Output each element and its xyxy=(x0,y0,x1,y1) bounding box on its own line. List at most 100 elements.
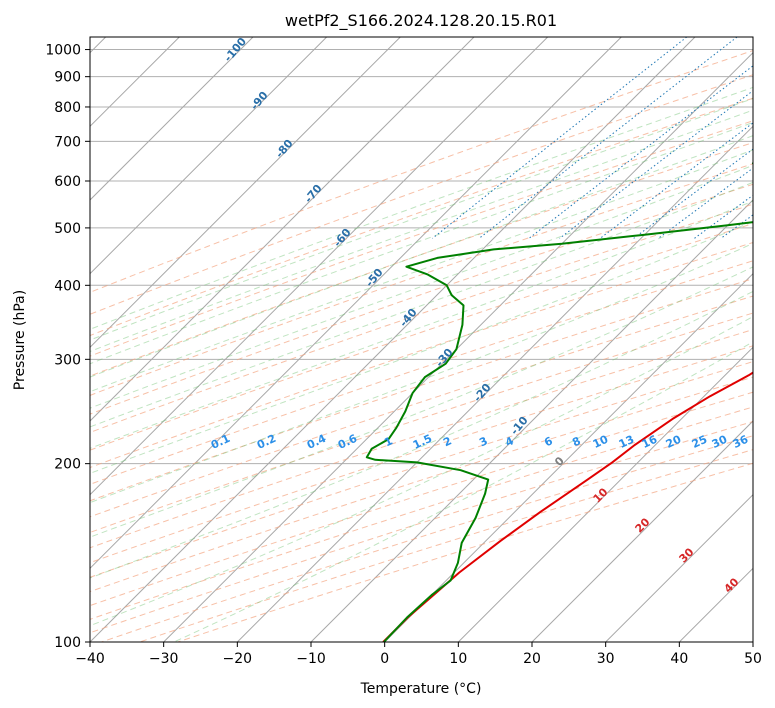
mixing-ratio-label: 4 xyxy=(503,434,516,449)
series-line xyxy=(382,371,753,642)
x-tick-label: −10 xyxy=(296,651,326,667)
dry-adiabat xyxy=(90,183,753,415)
series-line xyxy=(365,161,753,642)
y-tick-label: 300 xyxy=(54,352,81,368)
chart-title: wetPf2_S166.2024.128.20.15.R01 xyxy=(285,11,557,31)
moist-adiabat-label: -50 xyxy=(363,266,386,290)
x-tick-label: 0 xyxy=(380,651,389,667)
dry-adiabat xyxy=(90,97,753,337)
mixing-ratio-lines xyxy=(432,37,775,239)
isotherm xyxy=(236,125,753,642)
isotherm xyxy=(163,51,753,642)
mixing-ratio-label: 25 xyxy=(690,433,709,451)
mixing-ratio-label: 30 xyxy=(710,433,730,451)
moist-adiabats xyxy=(90,86,753,642)
isotherm xyxy=(90,37,696,642)
mixing-ratio-label: 13 xyxy=(617,433,636,451)
isotherm xyxy=(90,37,254,201)
x-tick-label: −20 xyxy=(223,651,253,667)
mixing-ratio-label: 1 xyxy=(382,434,394,449)
dry-adiabats xyxy=(90,50,753,642)
plot-area: 0.1 0.2 0.4 0.6 1 1.5 2 3 4 6 8 10 13 16 20 25 30 36-100-… xyxy=(90,37,775,642)
moist-adiabat xyxy=(90,164,753,409)
isotherm xyxy=(457,346,753,642)
mixing-ratio-line xyxy=(432,37,688,239)
dry-adiabat xyxy=(90,361,753,578)
y-axis-label: Pressure (hPa) xyxy=(12,290,28,390)
mixing-ratio-label: 0.6 xyxy=(336,432,359,452)
profile-series xyxy=(365,161,753,642)
y-tick-label: 500 xyxy=(54,221,81,237)
mixing-ratio-label: 20 xyxy=(664,433,684,451)
dry-adiabat-label: 20 xyxy=(633,515,653,535)
mixing-ratio-label: 36 xyxy=(731,433,751,451)
dry-adiabat xyxy=(90,260,753,485)
dry-adiabat xyxy=(90,223,753,451)
moist-adiabat xyxy=(90,86,753,330)
plot-frame xyxy=(89,36,754,643)
dry-adiabat-label: 30 xyxy=(677,545,697,565)
moist-adiabat xyxy=(90,135,753,378)
mixing-ratio-label: 16 xyxy=(640,433,660,451)
mixing-ratio-label: 3 xyxy=(477,434,489,449)
moist-adiabat-label: -90 xyxy=(248,89,271,113)
y-tick-label: 100 xyxy=(54,635,81,651)
isotherm xyxy=(310,199,753,642)
y-tick-label: 800 xyxy=(54,100,81,116)
moist-adiabat xyxy=(90,316,753,627)
x-tick-label: 20 xyxy=(523,651,541,667)
dry-adiabat xyxy=(90,163,753,396)
isotherm xyxy=(678,567,753,642)
isotherm xyxy=(605,493,753,642)
dry-adiabat xyxy=(90,120,753,357)
y-tick-label: 1000 xyxy=(45,43,81,59)
y-tick-label: 900 xyxy=(54,70,81,86)
mixing-ratio-line xyxy=(658,167,753,239)
mixing-ratio-label: 2 xyxy=(441,434,453,449)
mixing-ratio-label: 6 xyxy=(542,434,555,449)
x-tick-label: −40 xyxy=(75,651,105,667)
dry-adiabat xyxy=(101,435,753,642)
isotherm xyxy=(90,37,401,349)
isotherm xyxy=(384,272,753,642)
line-labels: 0.1 0.2 0.4 0.6 1 1.5 2 3 4 6 8 10 13 16 20 25 30 36-100-… xyxy=(209,37,751,596)
moist-adiabat-label: -60 xyxy=(331,226,354,250)
moist-adiabat-label: -40 xyxy=(397,306,420,330)
isotherm xyxy=(90,37,622,570)
x-tick-label: 50 xyxy=(744,651,762,667)
y-tick-label: 200 xyxy=(54,457,81,473)
x-tick-label: −30 xyxy=(149,651,179,667)
dry-adiabat xyxy=(90,142,753,377)
y-tick-label: 400 xyxy=(54,278,81,294)
isotherm xyxy=(90,37,549,496)
x-tick-label: 30 xyxy=(597,651,615,667)
isotherm xyxy=(752,641,753,642)
mixing-ratio-line xyxy=(478,37,738,239)
isotherm xyxy=(90,37,475,422)
isotherms xyxy=(90,37,753,642)
dry-adiabat xyxy=(90,74,753,315)
dry-adiabat xyxy=(90,329,753,549)
mixing-ratio-line xyxy=(559,90,753,239)
dry-adiabat-label: 10 xyxy=(591,485,611,505)
x-axis-ticks: −40 −30 −20 −10 0 10 20 30 40 50 xyxy=(75,642,762,667)
dry-adiabat xyxy=(90,391,753,607)
moist-adiabat xyxy=(90,220,753,474)
dry-adiabat xyxy=(90,278,753,502)
y-tick-label: 600 xyxy=(54,174,81,190)
dry-adiabat xyxy=(90,312,753,533)
y-tick-label: 700 xyxy=(54,134,81,150)
x-tick-label: 40 xyxy=(670,651,688,667)
moist-adiabat-label: -80 xyxy=(273,137,296,161)
moist-adiabat xyxy=(90,109,753,353)
moist-adiabat xyxy=(90,290,753,579)
pressure-gridlines xyxy=(90,49,753,642)
mixing-ratio-line xyxy=(760,37,775,238)
isotherm xyxy=(531,420,753,642)
moist-adiabat-label: -10 xyxy=(508,414,531,438)
moist-adiabat-label: -70 xyxy=(302,182,325,206)
isotherm xyxy=(90,37,328,275)
dry-adiabat xyxy=(90,50,753,293)
y-axis-ticks: 100 200 300 400 500 600 700 800 900 1000 xyxy=(45,43,90,651)
